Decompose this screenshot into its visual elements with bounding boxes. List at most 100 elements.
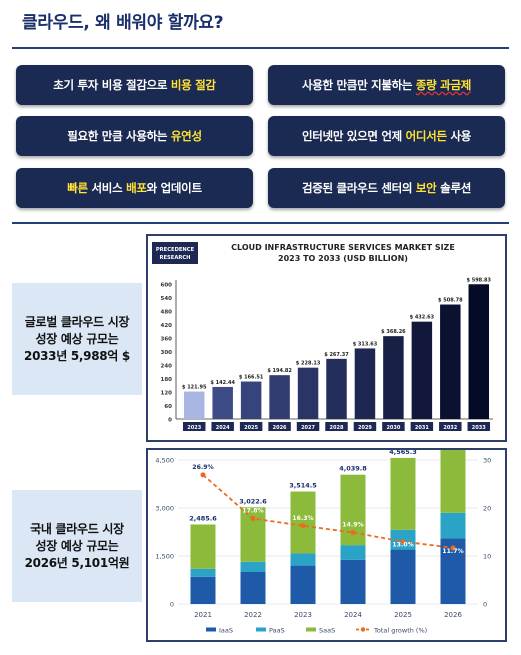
legend-label-growth: Total growth (%) <box>373 627 427 635</box>
chart1-category-tag <box>268 422 291 431</box>
chart2-category-label: 2022 <box>244 611 262 619</box>
chart1-bar <box>411 321 433 419</box>
logo-line1: PRECEDENCE <box>156 247 195 253</box>
chart1-value-label: $ 432.63 <box>410 315 435 321</box>
chart1-category-label: 2033 <box>472 425 486 431</box>
chart1-value-label: $ 368.26 <box>381 329 406 335</box>
card-highlight-text: 어디서든 <box>405 129 447 143</box>
chart2-bar-paas <box>290 553 316 566</box>
chart2-growth-point <box>300 523 306 529</box>
chart1-bar <box>297 367 319 419</box>
chart2-growth-label: 13.0% <box>392 542 413 549</box>
chart1-category-label: 2023 <box>187 425 201 431</box>
chart2-growth-point <box>200 472 206 478</box>
chart1-bar <box>383 336 404 419</box>
card-highlight-text: 유연성 <box>170 129 202 143</box>
chart1-value-label: $ 598.83 <box>467 277 492 283</box>
card-text: 인터넷만 있으면 언제 <box>301 129 406 143</box>
benefit-card-anywhere: 인터넷만 있으면 언제 어디서든 사용 <box>268 116 505 156</box>
chart2-bar-saas <box>390 457 416 530</box>
divider-top <box>12 47 509 49</box>
global-callout-line2: 성장 예상 규모는 <box>35 331 119 346</box>
chart1-y-tick-label: 240 <box>161 364 173 370</box>
chart2-bar-paas <box>240 561 266 572</box>
chart1-category-tag <box>211 422 234 431</box>
chart1-y-tick-label: 420 <box>161 323 173 329</box>
chart1-category-label: 2029 <box>358 425 372 431</box>
chart2-total-label: 3,022.6 <box>239 497 267 505</box>
card-text: 와 업데이트 <box>146 181 202 195</box>
chart1-category-tag <box>382 422 405 431</box>
card-text: 서비스 <box>87 181 127 195</box>
chart2-bar-iaas <box>340 559 366 604</box>
chart2-y2-tick-label: 30 <box>483 457 491 465</box>
card-text: 사용한 만큼만 지불하는 <box>301 78 416 92</box>
card-highlight-text: 종량 과금제 <box>415 78 472 92</box>
chart1-category-label: 2031 <box>415 425 429 431</box>
legend-label-saas: SaaS <box>319 627 335 635</box>
chart2-category-label: 2021 <box>194 611 212 619</box>
divider-middle <box>12 222 509 224</box>
legend-label-paas: PaaS <box>269 627 285 635</box>
chart2-total-label: 4,039.8 <box>339 465 367 473</box>
logo-line2: RESEARCH <box>160 255 191 261</box>
chart1-category-tag <box>182 422 206 431</box>
chart1-value-label: $ 194.82 <box>267 368 292 374</box>
chart1-category-tag <box>325 422 348 431</box>
card-highlight-text: 보안 <box>415 181 437 195</box>
chart2-bar-saas <box>190 524 216 569</box>
chart1-y-tick-label: 180 <box>161 377 173 383</box>
chart2-category-label: 2025 <box>394 611 412 619</box>
chart1-bar <box>468 284 490 419</box>
global-market-chart-svg: PRECEDENCE RESEARCH CLOUD INFRASTRUCTURE… <box>152 242 493 431</box>
card-text: 솔루션 <box>436 181 472 195</box>
chart1-y-tick-label: 300 <box>161 350 173 356</box>
chart1-category-label: 2028 <box>330 425 344 431</box>
chart1-value-label: $ 142.44 <box>210 380 235 386</box>
chart2-growth-line <box>202 474 454 549</box>
chart2-growth-point <box>350 529 356 535</box>
chart1-category-tag <box>410 422 434 431</box>
chart1-value-label: $ 313.63 <box>353 341 378 347</box>
chart2-bar-paas <box>440 512 466 539</box>
chart1-subtitle: 2023 TO 2033 (USD BILLION) <box>278 254 408 263</box>
legend-label-iaas: IaaS <box>219 627 233 635</box>
chart2-y2-tick-label: 10 <box>483 553 491 561</box>
chart2-growth-point <box>450 545 456 551</box>
chart2-bar-iaas <box>390 549 416 604</box>
domestic-market-callout: 국내 클라우드 시장 성장 예상 규모는 2026년 5,101억원 <box>12 490 142 602</box>
chart2-bar-saas <box>290 491 316 554</box>
chart1-bar <box>212 386 233 419</box>
chart1-category-label: 2024 <box>216 425 230 431</box>
chart2-growth-label: 16.3% <box>292 515 313 522</box>
chart2-growth-point <box>400 539 406 545</box>
chart1-y-tick-label: 540 <box>161 296 173 302</box>
global-market-chart: PRECEDENCE RESEARCH CLOUD INFRASTRUCTURE… <box>146 234 507 442</box>
chart1-category-label: 2025 <box>244 425 258 431</box>
chart1-y-tick-label: 480 <box>161 310 173 316</box>
chart1-value-label: $ 228.13 <box>296 361 321 367</box>
chart2-bar-iaas <box>240 572 266 604</box>
chart2-total-label: 3,514.5 <box>289 482 317 490</box>
chart1-y-tick-label: 0 <box>168 418 172 424</box>
chart2-growth-point <box>250 516 256 522</box>
chart2-y-tick-label: 1,500 <box>155 553 174 561</box>
chart2-growth-label: 11.7% <box>442 548 463 555</box>
chart1-bar <box>183 391 205 419</box>
domestic-callout-line2: 성장 예상 규모는 <box>35 538 119 553</box>
domestic-callout-line3: 2026년 5,101억원 <box>24 555 130 570</box>
chart2-y2-tick-label: 20 <box>483 505 491 513</box>
benefit-card-security: 검증된 클라우드 센터의 보안 솔루션 <box>268 168 505 208</box>
global-market-callout: 글로벌 클라우드 시장 성장 예상 규모는 2033년 5,988억 $ <box>12 283 142 395</box>
chart1-category-tag <box>439 422 462 431</box>
chart1-category-label: 2030 <box>386 425 400 431</box>
chart2-y-tick-label: 3,000 <box>155 505 174 513</box>
chart1-value-label: $ 166.51 <box>239 375 264 381</box>
chart2-y2-tick-label: 0 <box>483 601 487 609</box>
card-highlight-text: 배포 <box>126 181 147 195</box>
card-text: 필요한 만큼 사용하는 <box>67 129 171 143</box>
chart1-value-label: $ 121.95 <box>182 385 207 391</box>
domestic-market-chart: 0 1,500 3,000 4,500 0 10 20 30 2,485.6 2021 3,022… <box>146 431 507 642</box>
chart2-bar-saas <box>440 440 466 513</box>
chart1-category-tag <box>239 422 263 431</box>
